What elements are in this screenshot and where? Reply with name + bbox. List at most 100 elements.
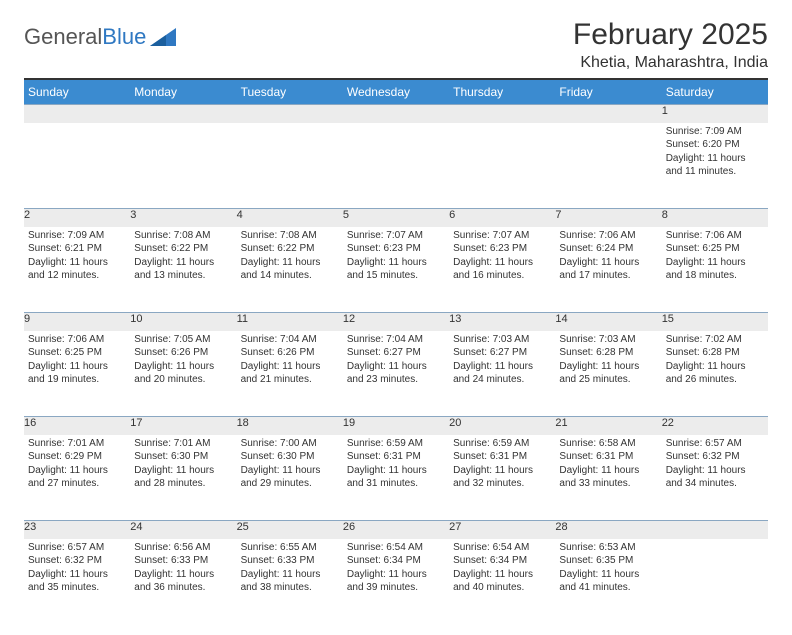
sunset-line: Sunset: 6:22 PM xyxy=(241,242,339,256)
day-cell: Sunrise: 7:06 AMSunset: 6:25 PMDaylight:… xyxy=(24,331,130,417)
day-cell xyxy=(130,123,236,209)
day-number-cell: 13 xyxy=(449,313,555,331)
heading: February 2025 Khetia, Maharashtra, India xyxy=(573,18,768,72)
sunset-line: Sunset: 6:25 PM xyxy=(666,242,764,256)
sunrise-line: Sunrise: 7:04 AM xyxy=(241,333,339,347)
sunrise-line: Sunrise: 7:06 AM xyxy=(559,229,657,243)
day-cell: Sunrise: 6:58 AMSunset: 6:31 PMDaylight:… xyxy=(555,435,661,521)
weekday-header: Friday xyxy=(555,80,661,105)
day-cell: Sunrise: 7:04 AMSunset: 6:26 PMDaylight:… xyxy=(237,331,343,417)
daylight-line: Daylight: 11 hours and 39 minutes. xyxy=(347,568,445,595)
day-number-cell: 20 xyxy=(449,417,555,435)
sunrise-line: Sunrise: 7:08 AM xyxy=(134,229,232,243)
day-number-cell xyxy=(130,105,236,123)
day-cell xyxy=(343,123,449,209)
brand-logo: GeneralBlue xyxy=(24,18,176,50)
day-cell: Sunrise: 7:05 AMSunset: 6:26 PMDaylight:… xyxy=(130,331,236,417)
sunset-line: Sunset: 6:28 PM xyxy=(559,346,657,360)
sunset-line: Sunset: 6:30 PM xyxy=(241,450,339,464)
daylight-line: Daylight: 11 hours and 29 minutes. xyxy=(241,464,339,491)
day-cell: Sunrise: 7:03 AMSunset: 6:28 PMDaylight:… xyxy=(555,331,661,417)
day-cell: Sunrise: 7:04 AMSunset: 6:27 PMDaylight:… xyxy=(343,331,449,417)
daylight-line: Daylight: 11 hours and 24 minutes. xyxy=(453,360,551,387)
sunrise-line: Sunrise: 7:09 AM xyxy=(28,229,126,243)
day-cell: Sunrise: 7:07 AMSunset: 6:23 PMDaylight:… xyxy=(343,227,449,313)
daylight-line: Daylight: 11 hours and 23 minutes. xyxy=(347,360,445,387)
month-year-title: February 2025 xyxy=(573,18,768,52)
brand-triangle-icon xyxy=(150,28,176,46)
day-number-cell: 21 xyxy=(555,417,661,435)
sunset-line: Sunset: 6:26 PM xyxy=(134,346,232,360)
day-number-cell: 18 xyxy=(237,417,343,435)
day-number-cell: 16 xyxy=(24,417,130,435)
brand-general: General xyxy=(24,24,102,49)
day-cell: Sunrise: 7:01 AMSunset: 6:30 PMDaylight:… xyxy=(130,435,236,521)
sunrise-line: Sunrise: 7:01 AM xyxy=(28,437,126,451)
sunrise-line: Sunrise: 6:56 AM xyxy=(134,541,232,555)
sunrise-line: Sunrise: 7:01 AM xyxy=(134,437,232,451)
sunrise-line: Sunrise: 7:08 AM xyxy=(241,229,339,243)
daylight-line: Daylight: 11 hours and 26 minutes. xyxy=(666,360,764,387)
sunrise-line: Sunrise: 6:59 AM xyxy=(453,437,551,451)
day-cell: Sunrise: 7:02 AMSunset: 6:28 PMDaylight:… xyxy=(662,331,768,417)
sunrise-line: Sunrise: 7:04 AM xyxy=(347,333,445,347)
day-number-cell: 15 xyxy=(662,313,768,331)
sunrise-line: Sunrise: 6:58 AM xyxy=(559,437,657,451)
sunset-line: Sunset: 6:34 PM xyxy=(453,554,551,568)
sunrise-line: Sunrise: 7:06 AM xyxy=(28,333,126,347)
day-number-cell: 26 xyxy=(343,521,449,539)
sunset-line: Sunset: 6:23 PM xyxy=(347,242,445,256)
sunrise-line: Sunrise: 7:03 AM xyxy=(453,333,551,347)
day-number-cell xyxy=(662,521,768,539)
day-number-cell: 9 xyxy=(24,313,130,331)
day-cell: Sunrise: 7:00 AMSunset: 6:30 PMDaylight:… xyxy=(237,435,343,521)
calendar-page: GeneralBlue February 2025 Khetia, Mahara… xyxy=(0,0,792,635)
day-cell: Sunrise: 7:07 AMSunset: 6:23 PMDaylight:… xyxy=(449,227,555,313)
sunset-line: Sunset: 6:32 PM xyxy=(666,450,764,464)
sunset-line: Sunset: 6:32 PM xyxy=(28,554,126,568)
sunset-line: Sunset: 6:31 PM xyxy=(347,450,445,464)
daylight-line: Daylight: 11 hours and 35 minutes. xyxy=(28,568,126,595)
sunset-line: Sunset: 6:31 PM xyxy=(559,450,657,464)
sunrise-line: Sunrise: 6:54 AM xyxy=(453,541,551,555)
day-cell xyxy=(555,123,661,209)
day-number-cell: 23 xyxy=(24,521,130,539)
day-number-cell: 28 xyxy=(555,521,661,539)
weekday-header: Saturday xyxy=(662,80,768,105)
day-number-cell xyxy=(449,105,555,123)
daylight-line: Daylight: 11 hours and 21 minutes. xyxy=(241,360,339,387)
day-number-cell: 7 xyxy=(555,209,661,227)
sunset-line: Sunset: 6:28 PM xyxy=(666,346,764,360)
sunset-line: Sunset: 6:33 PM xyxy=(241,554,339,568)
sunrise-line: Sunrise: 6:57 AM xyxy=(28,541,126,555)
day-cell: Sunrise: 6:59 AMSunset: 6:31 PMDaylight:… xyxy=(343,435,449,521)
sunset-line: Sunset: 6:25 PM xyxy=(28,346,126,360)
calendar-table: SundayMondayTuesdayWednesdayThursdayFrid… xyxy=(24,80,768,625)
daylight-line: Daylight: 11 hours and 38 minutes. xyxy=(241,568,339,595)
day-number-cell: 14 xyxy=(555,313,661,331)
day-number-cell: 22 xyxy=(662,417,768,435)
sunrise-line: Sunrise: 6:57 AM xyxy=(666,437,764,451)
weekday-header: Tuesday xyxy=(237,80,343,105)
daylight-line: Daylight: 11 hours and 16 minutes. xyxy=(453,256,551,283)
location-subtitle: Khetia, Maharashtra, India xyxy=(573,54,768,72)
day-number-cell: 2 xyxy=(24,209,130,227)
calendar-header: SundayMondayTuesdayWednesdayThursdayFrid… xyxy=(24,80,768,105)
day-number-cell: 8 xyxy=(662,209,768,227)
day-number-cell: 5 xyxy=(343,209,449,227)
day-cell: Sunrise: 6:57 AMSunset: 6:32 PMDaylight:… xyxy=(662,435,768,521)
sunset-line: Sunset: 6:22 PM xyxy=(134,242,232,256)
sunrise-line: Sunrise: 7:05 AM xyxy=(134,333,232,347)
sunset-line: Sunset: 6:33 PM xyxy=(134,554,232,568)
sunset-line: Sunset: 6:34 PM xyxy=(347,554,445,568)
day-cell: Sunrise: 7:06 AMSunset: 6:25 PMDaylight:… xyxy=(662,227,768,313)
day-number-cell: 1 xyxy=(662,105,768,123)
sunrise-line: Sunrise: 7:09 AM xyxy=(666,125,764,139)
daylight-line: Daylight: 11 hours and 36 minutes. xyxy=(134,568,232,595)
daylight-line: Daylight: 11 hours and 31 minutes. xyxy=(347,464,445,491)
sunrise-line: Sunrise: 7:07 AM xyxy=(347,229,445,243)
sunset-line: Sunset: 6:30 PM xyxy=(134,450,232,464)
day-number-cell: 27 xyxy=(449,521,555,539)
day-number-cell: 10 xyxy=(130,313,236,331)
sunrise-line: Sunrise: 6:53 AM xyxy=(559,541,657,555)
